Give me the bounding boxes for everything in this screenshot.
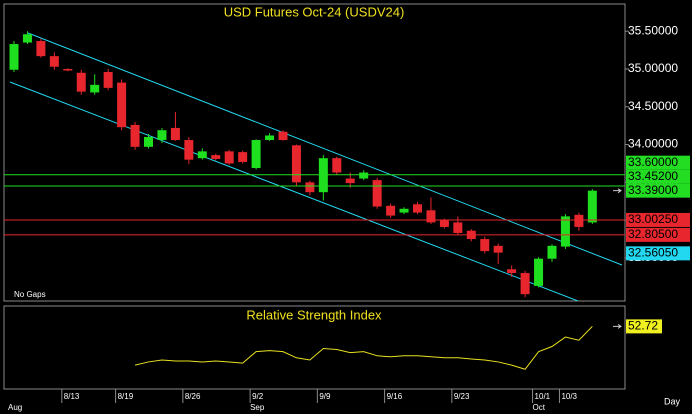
candle-body	[157, 130, 167, 141]
period-label: Day	[664, 396, 681, 406]
candle-body	[211, 155, 221, 159]
candle-body	[278, 131, 288, 141]
candle-body	[372, 180, 382, 207]
candle-body	[574, 214, 584, 227]
candle-body	[386, 205, 396, 216]
month-label: Oct	[533, 403, 546, 412]
indicator-label: 52.72	[628, 319, 658, 333]
candle-body	[547, 245, 557, 259]
candle-body	[144, 137, 153, 147]
trend-channel	[9, 32, 623, 301]
candle-body	[507, 269, 517, 274]
x-tick-label: 9/23	[454, 392, 470, 401]
candle-body	[63, 68, 73, 71]
x-tick-label: 9/16	[387, 392, 403, 401]
candle-body	[332, 158, 342, 173]
candle-body	[184, 140, 194, 160]
level-label-bg	[626, 155, 690, 170]
candle-body	[359, 172, 369, 179]
channel-upper	[27, 32, 623, 266]
candle-body	[238, 152, 248, 162]
x-tick-label: 10/3	[561, 392, 577, 401]
candle-body	[224, 151, 234, 164]
candle-body	[493, 245, 503, 253]
x-tick-label: 10/1	[535, 392, 551, 401]
candle-body	[426, 210, 436, 223]
note: No Gaps	[14, 290, 46, 299]
level-label-bg	[626, 212, 690, 227]
candle-body	[560, 216, 570, 247]
price-panel	[3, 3, 626, 302]
x-tick-label: 8/13	[64, 392, 80, 401]
level-label: 33.45200	[628, 169, 678, 183]
level-label: 33.60000	[628, 155, 678, 169]
candle-body	[90, 84, 100, 93]
candle-body	[439, 220, 449, 227]
x-tick-label: 9/9	[319, 392, 331, 401]
candle-body	[291, 145, 301, 183]
x-tick-label: 8/19	[118, 392, 134, 401]
candle-body	[345, 178, 355, 184]
channel-lower	[9, 81, 579, 301]
candle-body	[453, 222, 463, 233]
candle-body	[520, 273, 530, 295]
candle-body	[480, 239, 490, 252]
level-arrow	[613, 188, 622, 194]
level-label: 33.00250	[628, 212, 678, 226]
candle-body	[399, 208, 409, 213]
month-label: Sep	[250, 403, 265, 412]
candle-body	[9, 44, 19, 70]
indicator-title: Relative Strength Index	[246, 307, 382, 322]
y-tick-label: 35.50000	[628, 23, 678, 37]
candle-body	[22, 34, 32, 43]
y-tick-label: 34.00000	[628, 137, 678, 151]
candle-body	[117, 82, 127, 128]
candle-body	[305, 182, 315, 193]
candle-body	[413, 204, 422, 213]
candle-body	[76, 72, 86, 92]
candle-body	[103, 72, 113, 88]
candle-body	[587, 190, 597, 223]
x-tick-label: 9/2	[252, 392, 264, 401]
chart-title: USD Futures Oct-24 (USDV24)	[224, 4, 405, 19]
level-label: 32.80500	[628, 227, 678, 241]
level-label: 32.56050	[628, 246, 678, 260]
indicator-arrow	[613, 323, 622, 329]
candle-body	[36, 41, 46, 57]
candle-body	[170, 127, 180, 141]
month-label: Aug	[8, 403, 22, 412]
candle-body	[265, 135, 275, 141]
candle-body	[49, 56, 59, 67]
x-tick-label: 8/26	[185, 392, 201, 401]
candle-body	[534, 258, 544, 286]
candle-body	[251, 140, 261, 168]
candle-body	[130, 124, 140, 147]
level-label-bg	[626, 169, 690, 184]
level-label: 33.39000	[628, 183, 678, 197]
indicator-line	[134, 326, 593, 370]
level-label-bg	[626, 246, 690, 261]
candle-body	[197, 151, 207, 159]
level-label-bg	[626, 183, 690, 198]
indicator-label-bg	[626, 319, 662, 334]
level-label-bg	[626, 227, 690, 242]
y-tick-label: 34.50000	[628, 99, 678, 113]
y-tick-label: 35.00000	[628, 61, 678, 75]
